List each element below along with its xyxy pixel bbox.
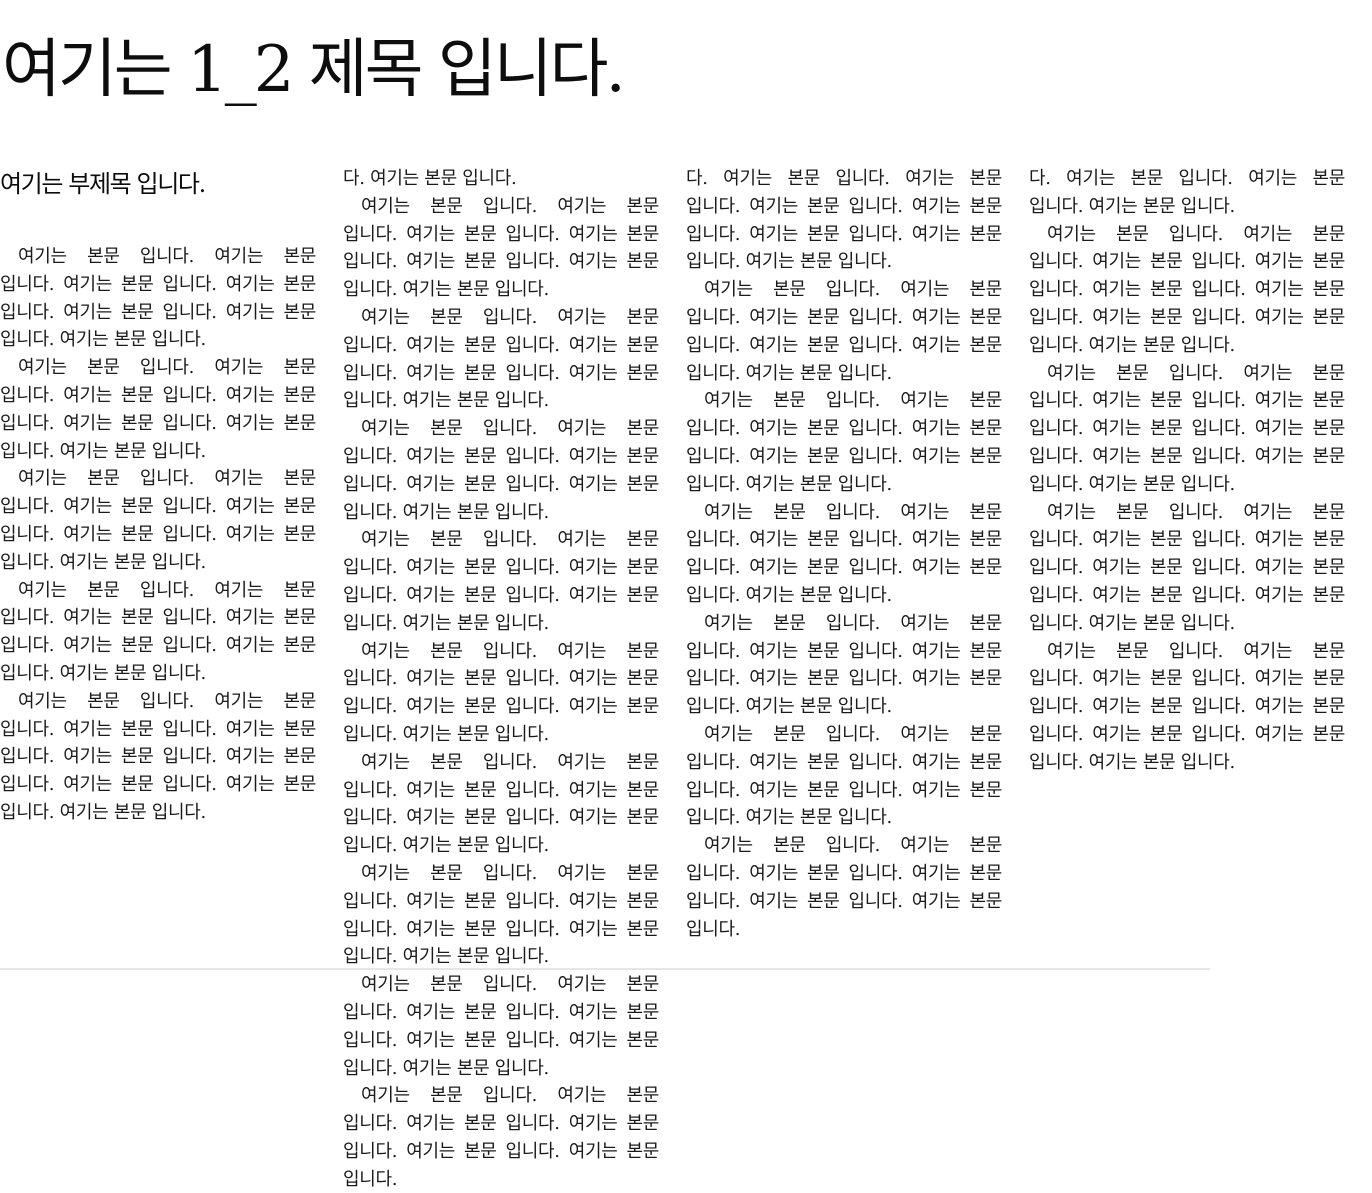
- body-paragraph: 여기는 본문 입니다. 여기는 본문 입니다. 여기는 본문 입니다. 여기는 …: [1029, 223, 1345, 356]
- column-body: 여기는 본문 입니다. 여기는 본문 입니다. 여기는 본문 입니다. 여기는 …: [0, 243, 316, 827]
- body-paragraph: 여기는 본문 입니다. 여기는 본문 입니다. 여기는 본문 입니다. 여기는 …: [686, 612, 1002, 718]
- body-paragraph: 여기는 본문 입니다. 여기는 본문 입니다. 여기는 본문 입니다. 여기는 …: [686, 723, 1002, 829]
- document-subtitle: 여기는 부제목 입니다.: [0, 170, 206, 198]
- body-paragraph: 여기는 본문 입니다. 여기는 본문 입니다. 여기는 본문 입니다. 여기는 …: [686, 501, 1002, 606]
- body-paragraph: 여기는 본문 입니다. 여기는 본문 입니다. 여기는 본문 입니다. 여기는 …: [686, 279, 1002, 384]
- body-paragraph: 여기는 본문 입니다. 여기는 본문 입니다. 여기는 본문 입니다. 여기는 …: [343, 306, 659, 412]
- body-paragraph: 여기는 본문 입니다. 여기는 본문 입니다. 여기는 본문 입니다. 여기는 …: [343, 640, 659, 745]
- body-paragraph: 여기는 본문 입니다. 여기는 본문 입니다. 여기는 본문 입니다. 여기는 …: [343, 195, 659, 301]
- text-column-1: 여기는 부제목 입니다. 여기는 본문 입니다. 여기는 본문 입니다. 여기는…: [0, 165, 316, 827]
- text-column-4: 다. 여기는 본문 입니다. 여기는 본문 입니다. 여기는 본문 입니다. 여기…: [1029, 165, 1345, 777]
- body-paragraph: 여기는 본문 입니다. 여기는 본문 입니다. 여기는 본문 입니다. 여기는 …: [0, 579, 316, 684]
- body-paragraph: 다. 여기는 본문 입니다. 여기는 본문 입니다. 여기는 본문 입니다.: [1029, 168, 1345, 217]
- column-body: 다. 여기는 본문 입니다. 여기는 본문 입니다. 여기는 본문 입니다. 여기…: [1029, 165, 1345, 777]
- body-paragraph: 여기는 본문 입니다. 여기는 본문 입니다. 여기는 본문 입니다. 여기는 …: [343, 862, 659, 968]
- body-paragraph: 여기는 본문 입니다. 여기는 본문 입니다. 여기는 본문 입니다. 여기는 …: [686, 390, 1002, 495]
- body-paragraph: 여기는 본문 입니다. 여기는 본문 입니다. 여기는 본문 입니다. 여기는 …: [343, 529, 659, 634]
- document-title: 여기는 1_2 제목 입니다.: [2, 33, 626, 107]
- body-paragraph: 여기는 본문 입니다. 여기는 본문 입니다. 여기는 본문 입니다. 여기는 …: [343, 751, 659, 857]
- text-column-3: 다. 여기는 본문 입니다. 여기는 본문 입니다. 여기는 본문 입니다. 여…: [686, 165, 1002, 943]
- column-body: 다. 여기는 본문 입니다. 여기는 본문 입니다. 여기는 본문 입니다. 여…: [686, 165, 1002, 943]
- body-paragraph: 여기는 본문 입니다. 여기는 본문 입니다. 여기는 본문 입니다. 여기는 …: [343, 1085, 659, 1190]
- body-paragraph: 여기는 본문 입니다. 여기는 본문 입니다. 여기는 본문 입니다. 여기는 …: [1029, 501, 1345, 634]
- body-paragraph: 다. 여기는 본문 입니다. 여기는 본문 입니다. 여기는 본문 입니다. 여…: [686, 168, 1002, 273]
- body-paragraph: 여기는 본문 입니다. 여기는 본문 입니다. 여기는 본문 입니다. 여기는 …: [0, 468, 316, 573]
- body-paragraph: 여기는 본문 입니다. 여기는 본문 입니다. 여기는 본문 입니다. 여기는 …: [343, 418, 659, 523]
- body-paragraph: 여기는 본문 입니다. 여기는 본문 입니다. 여기는 본문 입니다. 여기는 …: [1029, 362, 1345, 495]
- body-paragraph: 여기는 본문 입니다. 여기는 본문 입니다. 여기는 본문 입니다. 여기는 …: [0, 357, 316, 462]
- body-paragraph: 여기는 본문 입니다. 여기는 본문 입니다. 여기는 본문 입니다. 여기는 …: [0, 246, 316, 351]
- bottom-rule: [0, 968, 1210, 970]
- body-paragraph: 여기는 본문 입니다. 여기는 본문 입니다. 여기는 본문 입니다. 여기는 …: [0, 690, 316, 823]
- body-paragraph: 다. 여기는 본문 입니다.: [343, 168, 517, 189]
- body-paragraph: 여기는 본문 입니다. 여기는 본문 입니다. 여기는 본문 입니다. 여기는 …: [1029, 640, 1345, 773]
- body-paragraph: 여기는 본문 입니다. 여기는 본문 입니다. 여기는 본문 입니다. 여기는 …: [343, 974, 659, 1079]
- column-body: 다. 여기는 본문 입니다. 여기는 본문 입니다. 여기는 본문 입니다. 여기…: [343, 165, 659, 1193]
- text-column-2: 다. 여기는 본문 입니다. 여기는 본문 입니다. 여기는 본문 입니다. 여기…: [343, 165, 659, 1193]
- body-paragraph: 여기는 본문 입니다. 여기는 본문 입니다. 여기는 본문 입니다. 여기는 …: [686, 835, 1002, 940]
